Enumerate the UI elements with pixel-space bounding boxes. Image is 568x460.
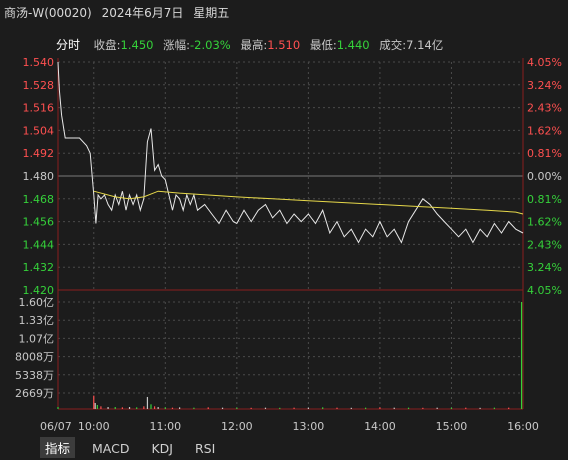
close-label: 收盘: (93, 38, 121, 52)
change-value: -2.03% (190, 38, 231, 52)
trade-date: 2024年6月7日 (101, 6, 184, 20)
percent-tick-label: 4.05% (527, 284, 562, 297)
stock-name: 商汤-W (4, 6, 45, 20)
stock-code: (00020) (44, 6, 92, 20)
tab-indicator[interactable]: 指标 (40, 437, 76, 458)
percent-tick-label: 0.81% (527, 147, 562, 160)
average-line (93, 190, 524, 215)
turnover-label: 成交: (379, 38, 407, 52)
price-line (57, 61, 524, 244)
time-tick-label: 11:00 (149, 420, 181, 433)
time-tick-label: 10:00 (78, 420, 110, 433)
quote-info-bar: 分时 收盘:1.450 涨幅:-2.03% 最高:1.510 最低:1.440 … (56, 36, 449, 53)
price-tick-label: 1.456 (23, 216, 55, 229)
indicator-tabs: 指标 MACD KDJ RSI (40, 437, 228, 458)
percent-tick-label: 1.62% (527, 216, 562, 229)
price-tick-label: 1.492 (23, 147, 55, 160)
time-tick-label: 06/07 (40, 420, 72, 433)
percent-tick-label: 0.00% (527, 170, 562, 183)
percent-tick-label: 3.24% (527, 79, 562, 92)
time-tick-label: 14:00 (364, 420, 396, 433)
trade-weekday: 星期五 (193, 6, 230, 20)
volume-tick-label: 1.60亿 (19, 296, 55, 309)
percent-tick-label: 4.05% (527, 56, 562, 69)
volume-tick-label: 1.07亿 (19, 332, 55, 345)
tab-macd[interactable]: MACD (92, 441, 130, 456)
price-tick-label: 1.516 (23, 102, 55, 115)
percent-tick-label: 2.43% (527, 102, 562, 115)
volume-tick-label: 1.33亿 (19, 314, 55, 327)
high-label: 最高: (240, 38, 268, 52)
tab-rsi[interactable]: RSI (194, 441, 216, 456)
tab-intraday[interactable]: 分时 (56, 38, 81, 52)
price-tick-label: 1.468 (23, 193, 55, 206)
intraday-chart[interactable]: 1.540 4.05% 1.528 3.24% 1.516 2.43% 1.504 1.62%… (0, 0, 568, 436)
close-value: 1.450 (120, 38, 154, 52)
percent-tick-label: 0.81% (527, 193, 562, 206)
high-value: 1.510 (267, 38, 301, 52)
time-tick-label: 13:00 (293, 420, 325, 433)
price-tick-label: 1.480 (23, 170, 55, 183)
tab-kdj[interactable]: KDJ (151, 441, 173, 456)
percent-tick-label: 2.43% (527, 238, 562, 251)
turnover-value: 7.14亿 (406, 38, 444, 52)
volume-tick-label: 5338万 (15, 369, 54, 382)
volume-tick-label: 2669万 (15, 387, 54, 400)
price-tick-label: 1.528 (23, 79, 55, 92)
time-tick-label: 12:00 (221, 420, 253, 433)
time-tick-label: 15:00 (436, 420, 468, 433)
percent-tick-label: 1.62% (527, 124, 562, 137)
volume-tick-label: 8008万 (15, 351, 54, 364)
price-tick-label: 1.432 (23, 261, 55, 274)
low-label: 最低: (309, 38, 337, 52)
price-tick-label: 1.504 (23, 124, 55, 137)
time-tick-label: 16:00 (507, 420, 539, 433)
price-tick-label: 1.444 (23, 238, 55, 251)
percent-tick-label: 3.24% (527, 261, 562, 274)
price-tick-label: 1.540 (23, 56, 55, 69)
price-tick-label: 1.420 (23, 284, 55, 297)
low-value: 1.440 (336, 38, 370, 52)
change-label: 涨幅: (163, 38, 191, 52)
stock-title: 商汤-W(00020) 2024年6月7日 星期五 (4, 4, 235, 21)
